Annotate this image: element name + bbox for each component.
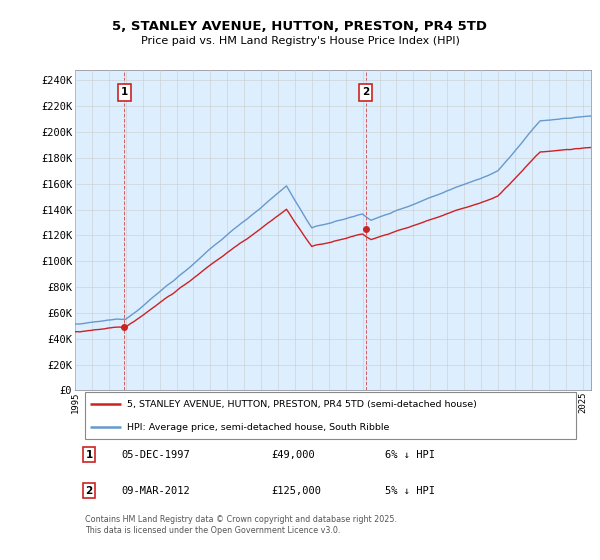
FancyBboxPatch shape [85,393,575,438]
Text: 5% ↓ HPI: 5% ↓ HPI [385,486,434,496]
Text: 2: 2 [362,87,369,97]
Text: HPI: Average price, semi-detached house, South Ribble: HPI: Average price, semi-detached house,… [127,423,389,432]
Text: 6% ↓ HPI: 6% ↓ HPI [385,450,434,460]
Text: 1: 1 [121,87,128,97]
Text: Price paid vs. HM Land Registry's House Price Index (HPI): Price paid vs. HM Land Registry's House … [140,36,460,46]
Text: 2: 2 [85,486,92,496]
Text: 5, STANLEY AVENUE, HUTTON, PRESTON, PR4 5TD: 5, STANLEY AVENUE, HUTTON, PRESTON, PR4 … [113,20,487,32]
Text: 5, STANLEY AVENUE, HUTTON, PRESTON, PR4 5TD (semi-detached house): 5, STANLEY AVENUE, HUTTON, PRESTON, PR4 … [127,400,476,409]
Text: £125,000: £125,000 [271,486,321,496]
Text: 05-DEC-1997: 05-DEC-1997 [121,450,190,460]
Text: 1: 1 [85,450,92,460]
Text: £49,000: £49,000 [271,450,315,460]
Text: 09-MAR-2012: 09-MAR-2012 [121,486,190,496]
Text: Contains HM Land Registry data © Crown copyright and database right 2025.
This d: Contains HM Land Registry data © Crown c… [85,515,397,534]
